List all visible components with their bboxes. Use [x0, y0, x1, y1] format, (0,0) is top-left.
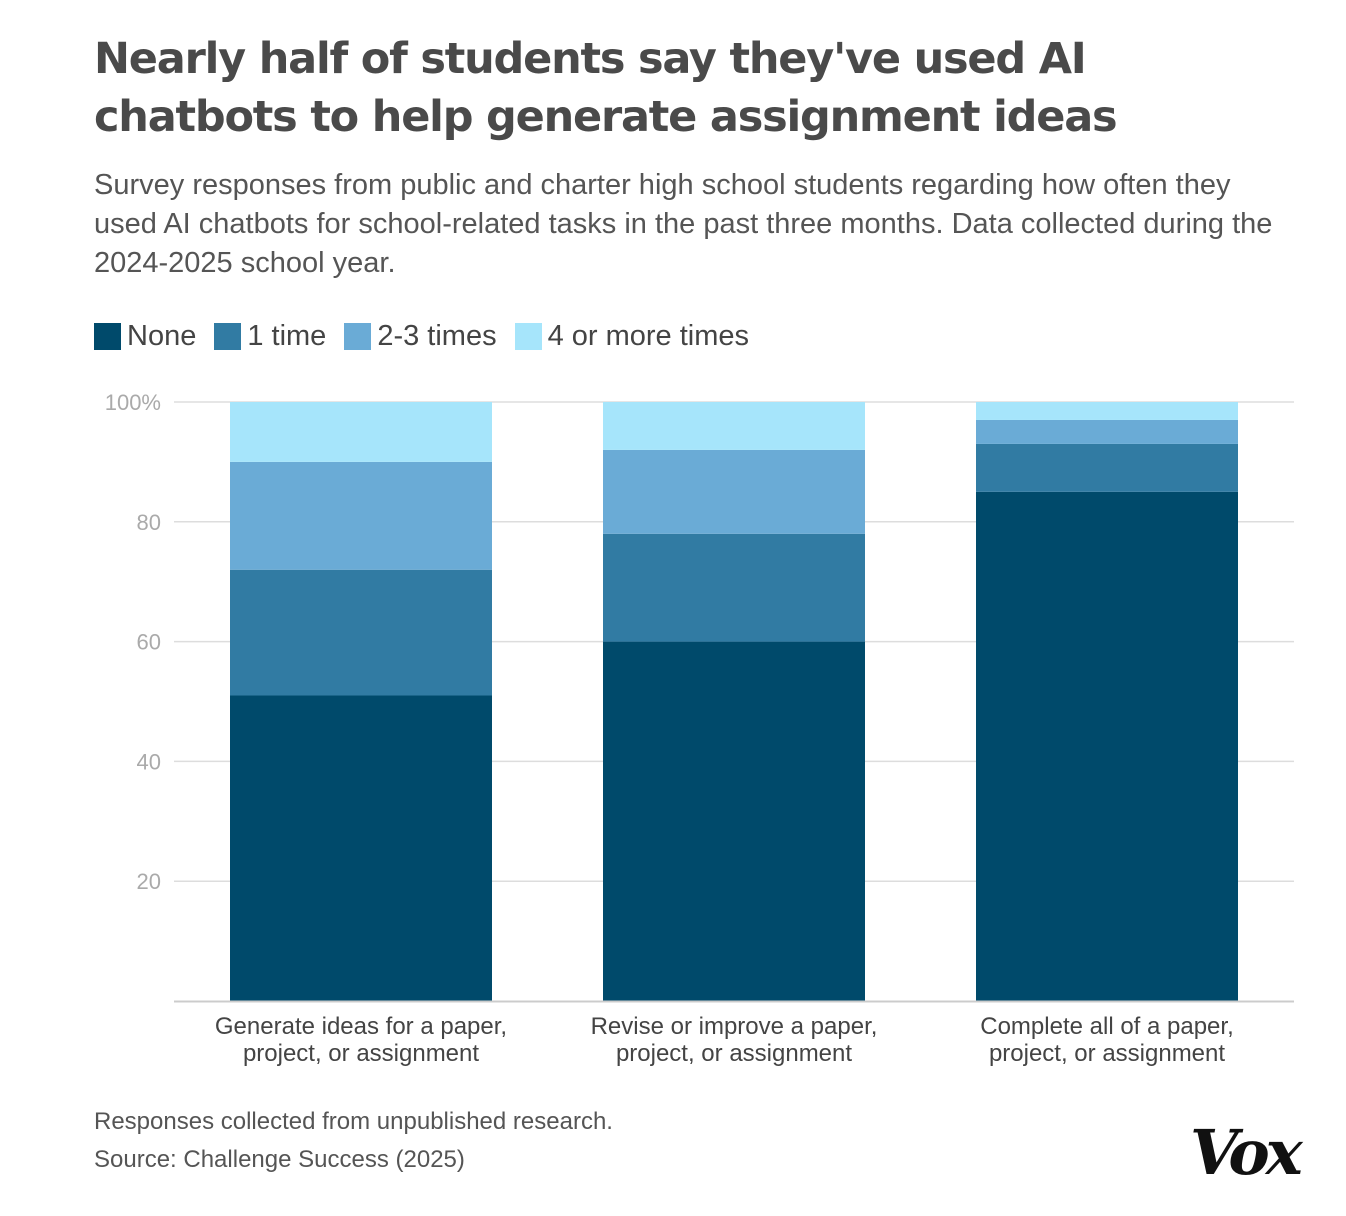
- bar-segment-1-none: [230, 695, 492, 1001]
- x-category-label-line: project, or assignment: [989, 1040, 1225, 1067]
- x-category-label-1: Generate ideas for a paper, project, or a…: [215, 1013, 507, 1067]
- bar-segment-3-2-3-times: [976, 419, 1238, 444]
- bar-segment-1-4-or-more-times: [230, 402, 492, 462]
- legend-item-1-time: 1 time: [214, 320, 326, 353]
- legend-item-2-3-times: 2-3 times: [344, 319, 497, 353]
- y-tick-label-80: 80: [137, 510, 161, 535]
- legend-swatch-4-or-more: [514, 322, 542, 350]
- chart-subtitle: Survey responses from public and charter…: [94, 169, 1273, 279]
- legend-swatch-2-3-times: [344, 322, 372, 350]
- legend-label-2-3-times: 2-3 times: [377, 319, 497, 352]
- legend-label-none: None: [127, 319, 197, 352]
- bar-segment-3-4-or-more-times: [976, 402, 1238, 420]
- bar-segment-2-1-time: [603, 533, 865, 642]
- y-tick-label-40: 40: [137, 749, 161, 774]
- x-category-label-2: Revise or improve a paper, project, or as…: [591, 1013, 878, 1067]
- legend-label-4-or-more: 4 or more times: [547, 319, 750, 352]
- legend-item-4-or-more: 4 or more times: [514, 319, 750, 353]
- chart-source: Source: Challenge Success (2025): [94, 1146, 465, 1173]
- x-category-label-line: Complete all of a paper,: [980, 1013, 1234, 1040]
- y-tick-label-20: 20: [137, 869, 161, 894]
- chart-note: Responses collected from unpublished res…: [94, 1108, 613, 1135]
- legend-swatch-none: [94, 322, 121, 350]
- legend-item-none: None: [94, 320, 196, 353]
- bar-segment-1-2-3-times: [230, 461, 492, 570]
- bar-segment-2-2-3-times: [603, 449, 865, 534]
- legend-swatch-1-time: [214, 322, 242, 350]
- bar-segment-2-4-or-more-times: [603, 402, 865, 450]
- bar-segment-3-none: [976, 491, 1238, 1001]
- y-tick-label-100: 100%: [105, 390, 161, 415]
- x-category-label-line: Revise or improve a paper,: [591, 1013, 878, 1040]
- bar-segment-1-1-time: [230, 569, 492, 696]
- x-category-label-line: project, or assignment: [243, 1040, 479, 1067]
- vox-logo: Vox: [1190, 1116, 1303, 1189]
- chart-title: Nearly half of students say they've used…: [94, 34, 1118, 142]
- x-category-label-line: project, or assignment: [616, 1040, 852, 1067]
- legend: None 1 time 2-3 times 4 or more times: [94, 318, 767, 354]
- legend-label-1-time: 1 time: [247, 319, 327, 352]
- x-category-label-3: Complete all of a paper, project, or assi…: [980, 1013, 1234, 1067]
- x-category-label-line: Generate ideas for a paper,: [215, 1013, 507, 1040]
- bar-segment-3-1-time: [976, 443, 1238, 492]
- bar-segment-2-none: [603, 641, 865, 1001]
- y-tick-label-60: 60: [137, 630, 161, 655]
